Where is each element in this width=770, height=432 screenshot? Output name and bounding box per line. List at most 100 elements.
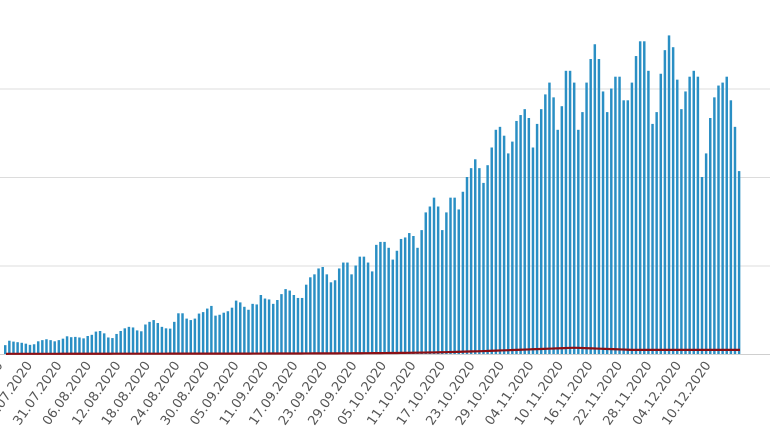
bar [544, 94, 547, 355]
bar [251, 303, 254, 354]
bars [4, 35, 741, 355]
bar [354, 265, 357, 354]
bar [556, 129, 559, 354]
bar [333, 280, 337, 354]
series-line [5, 346, 741, 355]
bar [622, 100, 625, 354]
bar [263, 298, 267, 354]
bar [618, 76, 621, 354]
bar [148, 321, 151, 354]
bar [655, 112, 658, 354]
bar [552, 97, 555, 354]
bar [733, 126, 737, 354]
bar [86, 336, 89, 354]
bar [692, 70, 695, 355]
bar [82, 338, 85, 354]
bar [173, 321, 176, 354]
bar [684, 91, 687, 354]
bar [408, 233, 411, 354]
bar [226, 311, 230, 354]
bar [41, 340, 44, 354]
bar [230, 307, 234, 354]
bar [548, 82, 551, 354]
bar [317, 268, 320, 354]
bar [671, 47, 675, 354]
bar [135, 330, 139, 354]
bar [288, 290, 291, 354]
bar [676, 79, 679, 355]
bar [57, 340, 61, 354]
bar [284, 289, 287, 354]
bar [700, 177, 704, 354]
bar [506, 153, 510, 354]
bar [432, 197, 436, 354]
bar [416, 247, 419, 354]
bar [36, 341, 40, 354]
bar [568, 70, 572, 355]
bar [4, 345, 7, 354]
x-tick-labels: 19.07.202025.07.202031.07.202006.08.2020… [0, 359, 714, 429]
bar [387, 247, 390, 354]
bar [713, 97, 716, 354]
bar [255, 304, 258, 354]
bar [222, 312, 225, 354]
bar [469, 168, 473, 354]
bar [366, 262, 370, 354]
bar [185, 318, 188, 354]
bar [441, 230, 444, 354]
bar [8, 340, 11, 354]
bar [74, 336, 77, 354]
bar [177, 313, 180, 354]
bar [515, 120, 518, 354]
bar [28, 344, 32, 354]
bar [144, 324, 147, 354]
bar [131, 327, 135, 354]
bar [478, 168, 481, 354]
bar [181, 313, 184, 354]
bar [309, 277, 312, 354]
bar [465, 177, 469, 354]
bar [32, 344, 36, 354]
bar [605, 112, 609, 354]
bar [300, 297, 304, 354]
bar [659, 73, 663, 354]
bar [420, 230, 423, 354]
bar [424, 212, 428, 354]
bar [160, 326, 164, 354]
bar [597, 59, 601, 354]
bar [119, 330, 122, 354]
bar [127, 326, 131, 354]
bar [577, 129, 580, 354]
bar [69, 337, 73, 354]
bar [717, 85, 720, 355]
bar [630, 82, 634, 354]
bar [696, 76, 700, 354]
bar [531, 147, 535, 354]
bar [379, 241, 382, 354]
bar [589, 59, 592, 354]
bar [53, 341, 56, 354]
bar [585, 82, 588, 354]
bar [370, 271, 374, 354]
bar [643, 41, 646, 355]
bar [78, 337, 81, 354]
bar [193, 318, 197, 354]
bar [490, 147, 493, 354]
bar [445, 212, 448, 354]
bar [610, 88, 613, 354]
bar [709, 118, 712, 354]
bar [399, 238, 403, 354]
bar [539, 109, 543, 355]
bar [358, 256, 362, 354]
bar [638, 41, 642, 355]
bar [140, 331, 143, 354]
bar [663, 50, 667, 355]
bar [259, 295, 263, 354]
bar [729, 100, 733, 354]
bar [527, 118, 531, 354]
bar [304, 284, 308, 354]
bar [65, 336, 69, 354]
bar [474, 159, 477, 354]
